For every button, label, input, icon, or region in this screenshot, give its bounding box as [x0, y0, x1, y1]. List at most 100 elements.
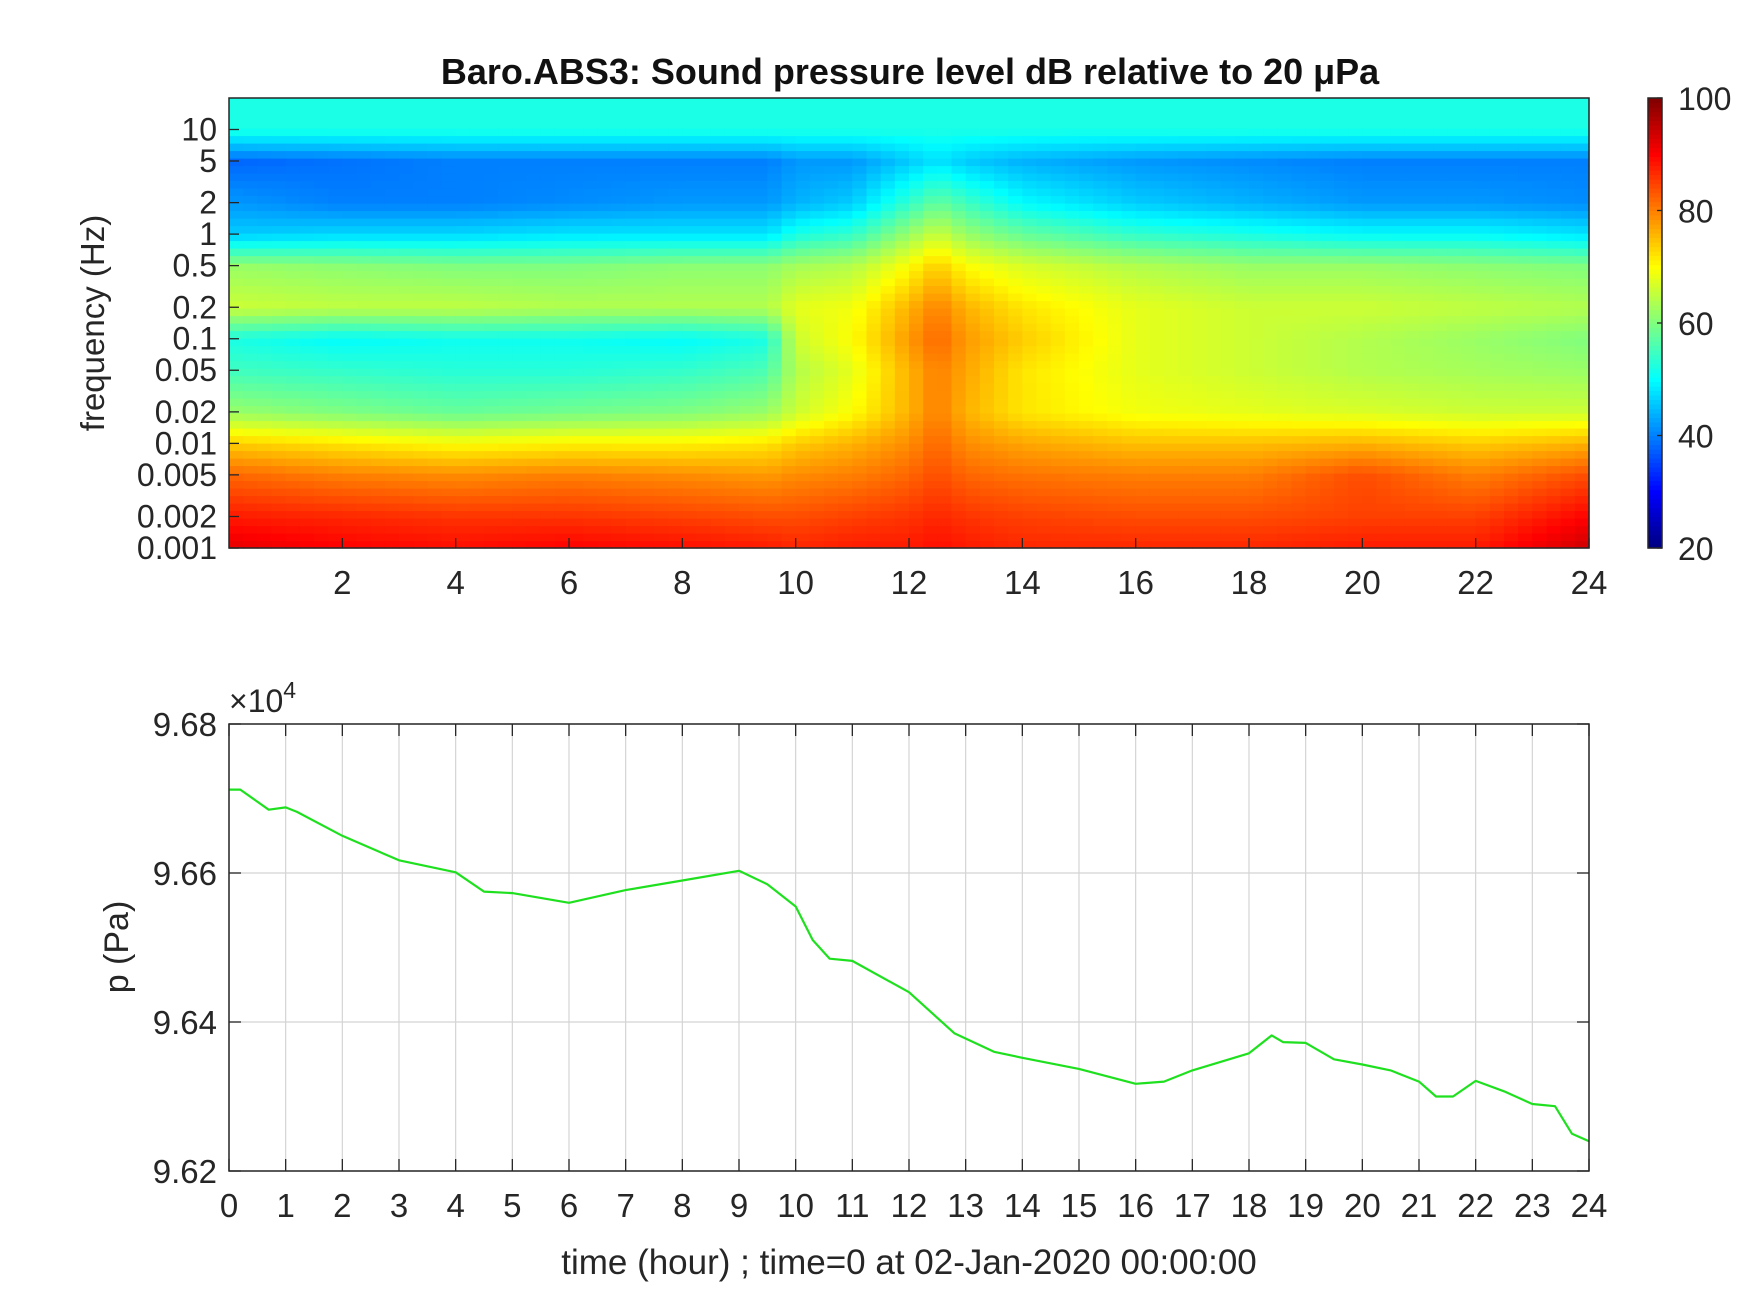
spectrogram-cell [583, 188, 598, 197]
spectrogram-cell [923, 173, 938, 182]
spectrogram-cell [880, 458, 896, 467]
spectrogram-cell [540, 113, 556, 122]
spectrogram-cell [271, 308, 287, 317]
spectrogram-cell [314, 98, 329, 107]
spectrogram-cell [512, 413, 528, 422]
spectrogram-cell [965, 465, 981, 474]
spectrogram-cell [257, 113, 273, 122]
spectrogram-cell [597, 353, 613, 362]
spectrogram-cell [554, 488, 570, 497]
spectrogram-cell [710, 240, 726, 249]
spectrogram-cell [299, 323, 315, 332]
spectrogram-cell [838, 188, 853, 197]
spectrogram-cell [399, 135, 414, 144]
spectrogram-cell [668, 450, 683, 459]
spectrogram-cell [1178, 263, 1193, 272]
spectrogram-cell [1079, 525, 1094, 534]
spectrogram-cell [639, 330, 655, 339]
spectrogram-cell [384, 518, 400, 527]
spectrogram-cell [668, 375, 683, 384]
spectrogram-cell [441, 383, 457, 392]
spectrogram-cell [469, 413, 485, 422]
spectrogram-cell [781, 240, 797, 249]
spectrogram-cell [852, 165, 868, 174]
spectrogram-cell [724, 210, 740, 219]
spectrogram-cell [1263, 285, 1278, 294]
spectrogram-cell [1390, 278, 1406, 287]
spectrogram-cell [682, 203, 698, 212]
spectrogram-cell [1305, 428, 1321, 437]
spectrogram-cell [1135, 503, 1151, 512]
spectrogram-cell [795, 188, 811, 197]
spectrogram-cell [455, 345, 471, 354]
spectrogram-cell [413, 173, 428, 182]
spectrogram-cell [469, 120, 485, 129]
spectrogram-cell [1079, 240, 1094, 249]
spectrogram-cell [753, 413, 768, 422]
spectrogram-cell [809, 375, 825, 384]
spectrogram-cell [1008, 203, 1023, 212]
spectrogram-cell [1334, 345, 1349, 354]
spectrogram-cell [512, 540, 528, 549]
spectrogram-cell [795, 195, 811, 204]
spectrogram-cell [625, 203, 641, 212]
spectrogram-cell [356, 150, 372, 159]
spectrogram-cell [469, 255, 485, 264]
spectrogram-cell [1135, 180, 1151, 189]
spectrogram-cell [583, 465, 598, 474]
spectrogram-cell [285, 105, 301, 114]
spectrogram-cell [1064, 203, 1080, 212]
spectrogram-cell [554, 390, 570, 399]
spectrogram-cell [399, 330, 414, 339]
spectrogram-cell [781, 135, 797, 144]
spectrogram-cell [342, 195, 358, 204]
spectrogram-cell [328, 390, 343, 399]
spectrogram-cell [271, 435, 287, 444]
spectrogram-cell [1164, 120, 1179, 129]
spectrogram-cell [498, 128, 513, 137]
spectrogram-cell [540, 518, 556, 527]
spectrogram-cell [1022, 533, 1038, 542]
spectrogram-cell [1093, 323, 1108, 332]
spectrogram-cell [1093, 413, 1108, 422]
spectrogram-cell [1376, 420, 1392, 429]
spectrogram-cell [299, 270, 315, 279]
spectrogram-cell [880, 263, 896, 272]
spectrogram-cell [469, 248, 485, 257]
spectrogram-cell [1376, 173, 1392, 182]
spectrogram-cell [1348, 383, 1363, 392]
spectrogram-cell [540, 353, 556, 362]
spectrogram-cell [654, 150, 669, 159]
spectrogram-cell [1206, 263, 1222, 272]
spectrogram-cell [923, 143, 938, 152]
spectrogram-cell [923, 135, 938, 144]
spectrogram-cell [1319, 503, 1335, 512]
spectrogram-cell [668, 195, 683, 204]
spectrogram-cell [1192, 308, 1208, 317]
spectrogram-cell [1263, 488, 1278, 497]
spectrogram-cell [285, 255, 301, 264]
spectrogram-cell [654, 293, 669, 302]
spectrogram-cell [951, 540, 967, 549]
spectrogram-cell [229, 533, 244, 542]
spectrogram-cell [739, 308, 754, 317]
spectrogram-cell [1135, 300, 1151, 309]
spectrogram-cell [1249, 158, 1264, 167]
spectrogram-cell [1305, 473, 1321, 482]
spectrogram-cell [1291, 533, 1307, 542]
spectrogram-cell [342, 503, 358, 512]
spectrogram-cell [710, 143, 726, 152]
spectrogram-cell [1178, 383, 1193, 392]
spectrogram-cell [370, 180, 386, 189]
spectrogram-cell [739, 450, 754, 459]
spectrogram-cell [427, 143, 443, 152]
spectrogram-cell [1305, 518, 1321, 527]
spectrogram-cell [554, 158, 570, 167]
spectrogram-cell [781, 158, 797, 167]
spectrogram-cell [1022, 383, 1038, 392]
spectrogram-cell [1107, 383, 1123, 392]
spectrogram-cell [1277, 353, 1293, 362]
spectrogram-cell [994, 180, 1009, 189]
spectrogram-cell [1192, 300, 1208, 309]
spectrogram-cell [1404, 495, 1420, 504]
